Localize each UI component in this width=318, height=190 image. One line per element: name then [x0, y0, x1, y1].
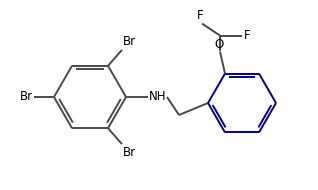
Text: Br: Br: [123, 146, 136, 159]
Text: F: F: [244, 29, 251, 42]
Text: NH: NH: [149, 90, 167, 104]
Text: Br: Br: [20, 90, 33, 104]
Text: F: F: [197, 9, 203, 21]
Text: Br: Br: [123, 35, 136, 48]
Text: O: O: [214, 38, 224, 51]
